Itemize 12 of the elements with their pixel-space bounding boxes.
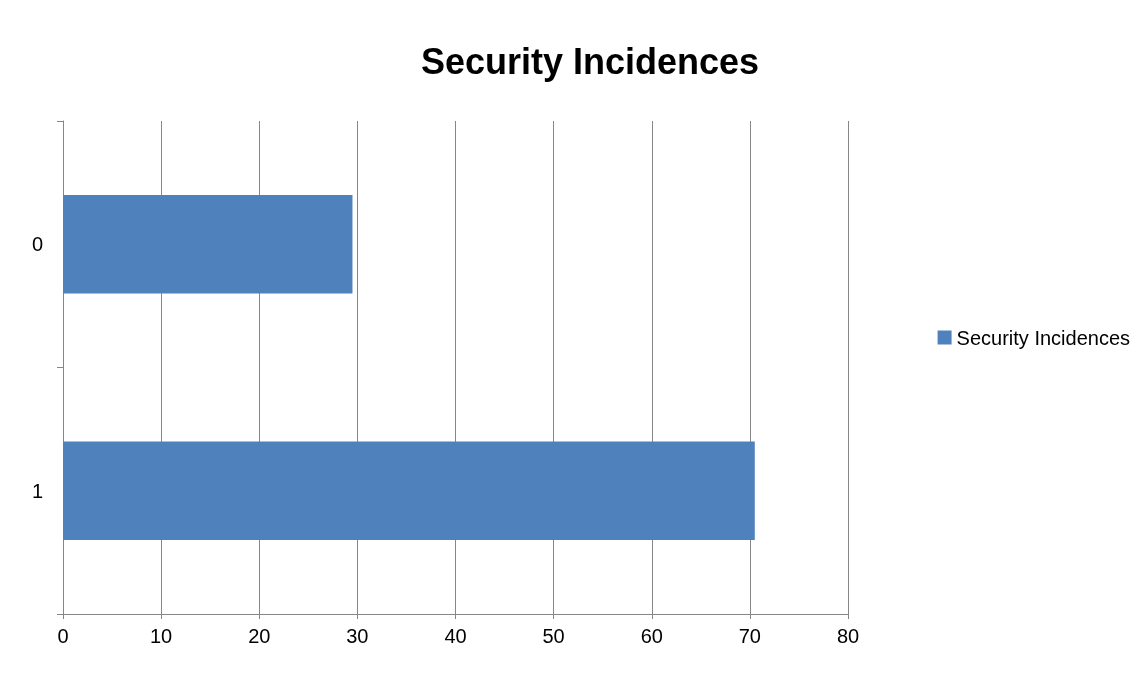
x-tick-label: 50 <box>542 625 565 647</box>
chart-title: Security Incidences <box>420 40 760 82</box>
legend-label: Security Incidences <box>956 326 1130 349</box>
x-tick-label: 40 <box>444 625 467 647</box>
y-tick-label: 1 <box>31 479 43 502</box>
x-tick-label: 0 <box>57 625 69 647</box>
x-tick-label: 20 <box>248 625 271 647</box>
x-tick-label: 80 <box>836 625 860 647</box>
x-tick-label: 70 <box>738 625 761 647</box>
x-tick-label: 10 <box>150 625 173 647</box>
x-tick-label: 30 <box>346 625 369 647</box>
x-tick-label: 60 <box>640 625 663 647</box>
